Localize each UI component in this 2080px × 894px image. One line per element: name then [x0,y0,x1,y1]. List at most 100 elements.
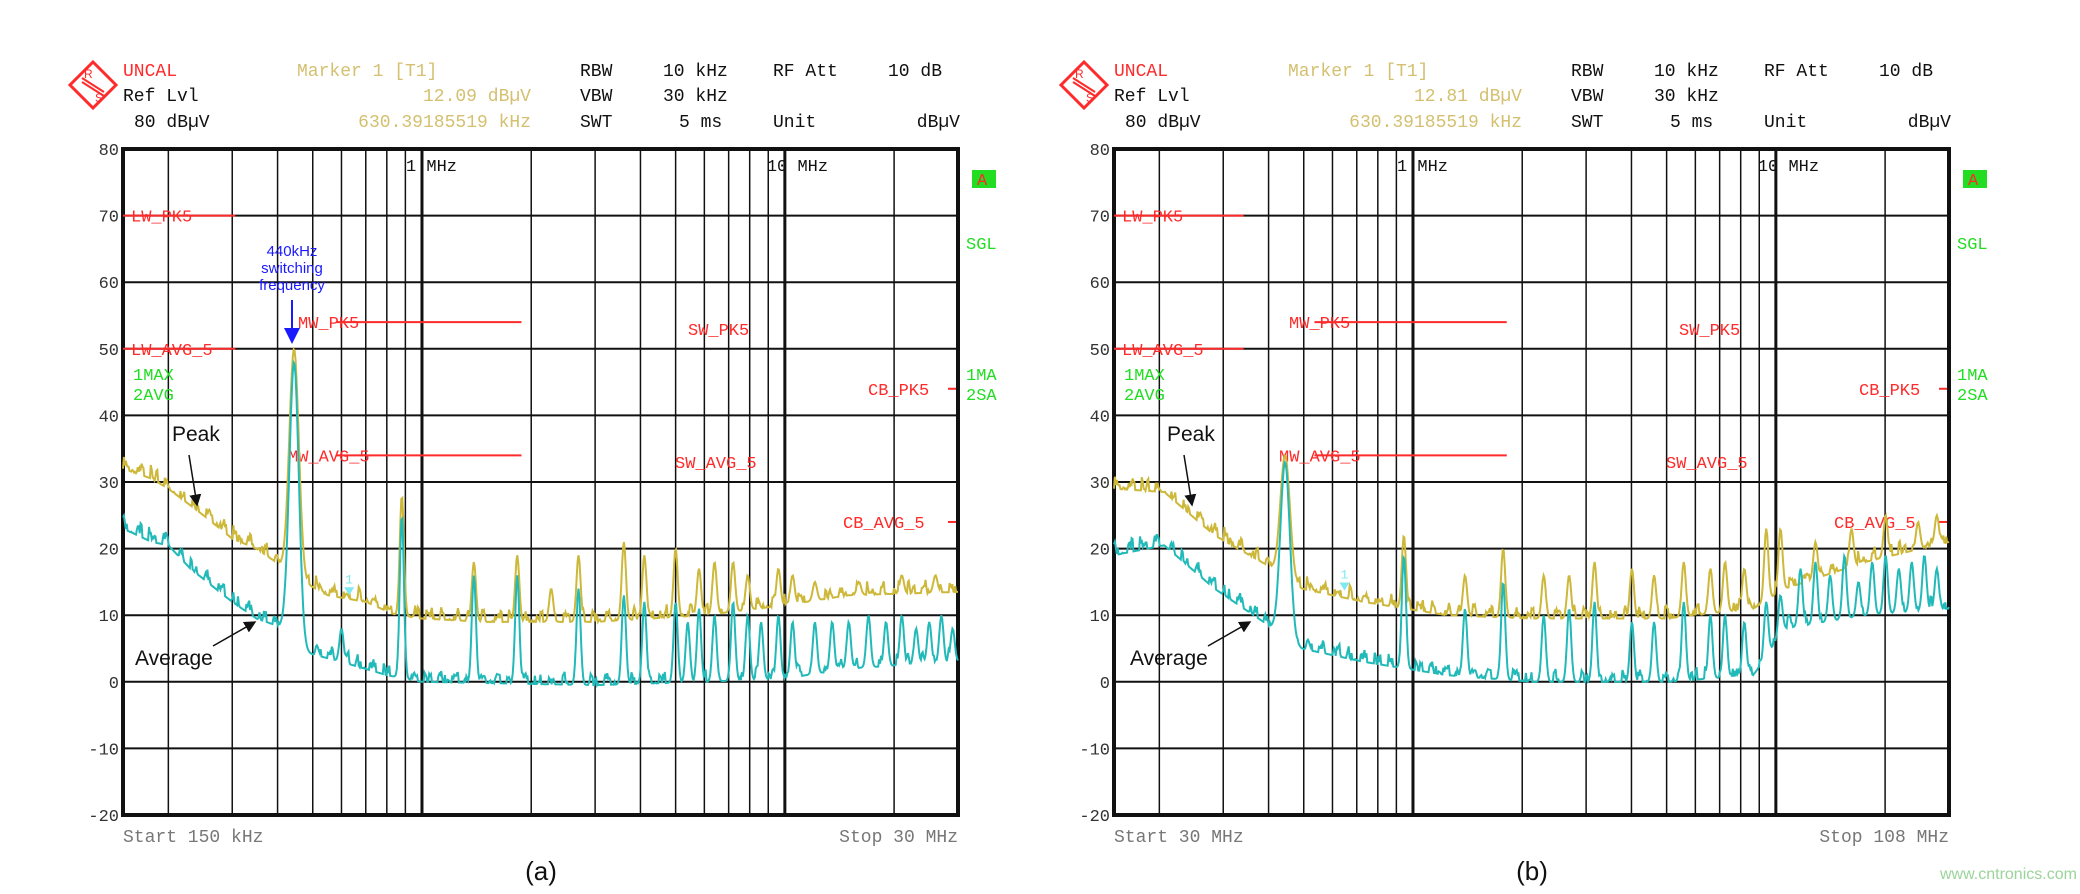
side-label-sgl: SGL [966,236,997,255]
spectrum-panel: R S UNCAL Ref Lvl 80 dBµV Marker 1 [T1] … [991,0,1991,894]
limit-label: MW_PK5 [298,315,359,334]
side-label-left2: 2AVG [133,387,174,406]
rbw-label: RBW [1571,62,1604,82]
y-tick-label: 40 [1090,408,1110,427]
y-tick-label: 70 [1090,209,1110,228]
y-tick-label: 50 [1090,342,1110,361]
peak-trace [122,346,958,625]
rf-att-label: RF Att [1764,62,1829,82]
swt-label: SWT [1571,113,1604,133]
y-tick-label: 80 [99,142,119,161]
marker-label: Marker 1 [T1] [1288,62,1429,82]
swt-value: 5 ms [679,113,723,133]
limit-label: CB_AVG_5 [843,515,925,534]
y-tick-label: 0 [1100,675,1110,694]
y-tick-label: -10 [88,741,119,760]
swt-value: 5 ms [1670,113,1714,133]
side-label-a_badge: A [1968,172,1979,191]
vbw-value: 30 kHz [1654,87,1719,107]
y-tick-label: -20 [1079,808,1110,827]
spectrum-chart: 80 70 60 50 40 30 20 10 0 -10 -20 1 MHz 10 MHz LW_PK5… [88,142,997,827]
side-label-trace1: 1MA [1957,367,1988,386]
limit-label: LW_PK5 [131,209,192,228]
limit-label: SW_AVG_5 [1666,455,1748,474]
side-label-sgl: SGL [1957,236,1988,255]
marker-triangle [344,587,355,596]
peak-arrow [188,454,202,507]
rbw-value: 10 kHz [1654,62,1719,82]
limit-label: CB_AVG_5 [1834,515,1916,534]
marker-frequency: 630.39185519 kHz [1349,113,1522,133]
ref-level-value: 80 dBµV [134,113,210,133]
y-tick-label: 30 [99,475,119,494]
average-arrow [1207,621,1252,647]
unit-label: Unit [773,113,817,133]
average-trace [1113,460,1950,685]
rf-att-value: 10 dB [887,62,942,82]
y-tick-label: -10 [1079,741,1110,760]
marker-triangle [1339,582,1350,591]
stop-frequency: Stop 30 MHz [839,828,958,848]
rbw-value: 10 kHz [663,62,728,82]
marker-number: 1 [345,572,353,587]
limit-label: SW_PK5 [1679,322,1740,341]
y-tick-label: 80 [1090,142,1110,161]
y-tick-label: 40 [99,408,119,427]
side-label-trace1: 1MA [966,367,997,386]
spectrum-panel: R S UNCAL Ref Lvl 80 dBµV Marker 1 [T1] … [0,0,1000,894]
limit-label: MW_PK5 [1289,315,1350,334]
plot-frame [121,147,960,817]
vbw-label: VBW [1571,87,1604,107]
svg-text:R: R [1075,67,1084,81]
y-tick-label: 30 [1090,475,1110,494]
limit-label: SW_PK5 [688,322,749,341]
vbw-label: VBW [580,87,613,107]
y-tick-label: 10 [99,608,119,627]
rf-att-label: RF Att [773,62,838,82]
side-label-trace2: 2SA [1957,387,1988,406]
peak-arrow [1183,454,1197,507]
switching-frequency-annotation: switching [261,260,323,277]
side-label-left1: 1MAX [1124,367,1165,386]
limit-label: MW_AVG_5 [1279,448,1361,467]
ref-level-value: 80 dBµV [1125,113,1201,133]
marker-number: 1 [1340,568,1348,583]
ref-level-label: Ref Lvl [1114,87,1190,107]
y-tick-label: 20 [99,542,119,561]
grid-label-10mhz: 10 MHz [1758,158,1819,177]
grid-label-1mhz: 1 MHz [406,158,457,177]
switching-frequency-annotation: frequency [259,277,325,294]
svg-text:S: S [95,91,103,105]
y-tick-label: 60 [1090,275,1110,294]
marker-level: 12.81 dBµV [1413,87,1522,107]
average-annotation: Average [1130,647,1208,670]
side-label-a_badge: A [977,172,988,191]
side-label-trace2: 2SA [966,387,997,406]
unit-value: dBµV [1907,113,1951,133]
limit-label: SW_AVG_5 [675,455,757,474]
panel-caption: (b) [1516,856,1548,886]
unit-label: Unit [1764,113,1808,133]
panel-caption: (a) [525,856,557,886]
switching-frequency-annotation: 440kHz [267,243,318,260]
rohde-schwarz-logo: R S [68,60,118,110]
peak-trace [1113,453,1950,621]
grid-label-1mhz: 1 MHz [1397,158,1448,177]
status-uncal: UNCAL [123,62,178,82]
spectrum-chart: 80 70 60 50 40 30 20 10 0 -10 -20 1 MHz 10 MHz LW_PK5… [1079,142,1988,827]
y-tick-label: 50 [99,342,119,361]
marker-level: 12.09 dBµV [422,87,531,107]
rf-att-value: 10 dB [1878,62,1933,82]
y-tick-label: 70 [99,209,119,228]
peak-annotation: Peak [172,423,220,446]
start-frequency: Start 150 kHz [123,828,264,848]
stop-frequency: Stop 108 MHz [1819,828,1949,848]
y-tick-label: -20 [88,808,119,827]
limit-label: LW_AVG_5 [1122,342,1204,361]
status-uncal: UNCAL [1114,62,1169,82]
y-tick-label: 20 [1090,542,1110,561]
average-annotation: Average [135,647,213,670]
y-tick-label: 10 [1090,608,1110,627]
start-frequency: Start 30 MHz [1114,828,1244,848]
average-trace [122,359,959,689]
